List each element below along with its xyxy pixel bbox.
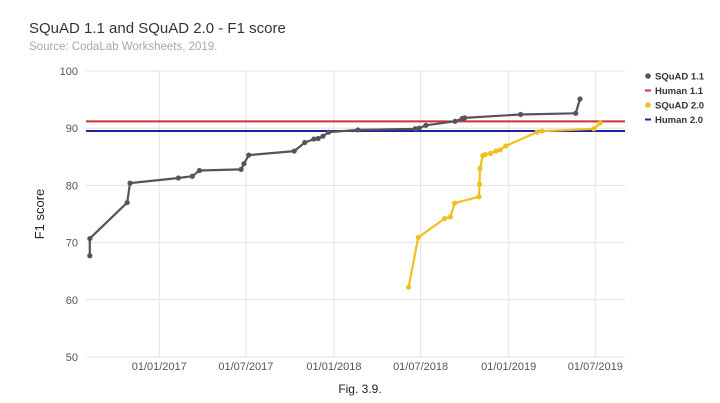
data-point-squad-1-1 <box>423 122 429 128</box>
data-point-squad-2-0 <box>415 234 421 241</box>
data-point-squad-1-1 <box>238 166 244 172</box>
x-tick-label: 01/07/2019 <box>568 361 623 373</box>
series-line-squad-1-1 <box>88 98 582 256</box>
legend-label-human-2-0: Human 2.0 <box>655 115 703 126</box>
data-point-squad-1-1 <box>87 235 93 242</box>
data-point-squad-1-1 <box>189 173 195 179</box>
data-point-squad-1-1 <box>355 127 361 133</box>
data-point-squad-2-0 <box>477 165 483 171</box>
data-point-squad-1-1 <box>127 180 133 186</box>
y-tick-label: 80 <box>66 180 78 192</box>
data-point-squad-1-1 <box>412 126 418 132</box>
data-point-squad-1-1 <box>196 167 203 174</box>
data-point-squad-1-1 <box>416 125 422 131</box>
y-tick-label: 70 <box>66 238 78 250</box>
legend-swatch-squad-1-1 <box>645 73 651 79</box>
x-tick-label: 01/07/2018 <box>393 361 448 373</box>
legend-swatch-squad-2-0 <box>645 102 651 108</box>
data-point-squad-1-1 <box>291 148 297 154</box>
figure-caption: Fig. 3.9. <box>338 382 382 396</box>
grid <box>86 70 625 358</box>
data-point-squad-2-0 <box>487 150 494 156</box>
data-point-squad-2-0 <box>451 200 458 206</box>
data-point-squad-1-1 <box>246 152 252 158</box>
data-point-squad-2-0 <box>441 215 448 222</box>
chart-subtitle: Source: CodaLab Worksheets, 2019. <box>29 41 218 53</box>
data-point-squad-1-1 <box>175 175 181 181</box>
x-tick-label: 01/01/2018 <box>306 361 361 373</box>
legend-label-squad-1-1: SQuAD 1.1 <box>655 72 705 83</box>
legend: SQuAD 1.1 Human 1.1 SQuAD 2.0 Human 2.0 <box>645 72 705 126</box>
y-axis-label: F1 score <box>32 189 47 240</box>
data-point-squad-2-0 <box>503 143 509 149</box>
data-point-squad-1-1 <box>518 111 524 118</box>
legend-label-squad-2-0: SQuAD 2.0 <box>655 101 704 112</box>
y-tick-label: 90 <box>66 123 78 135</box>
x-tick-label: 01/01/2017 <box>132 361 187 373</box>
x-tick-label: 01/07/2017 <box>218 361 273 373</box>
data-point-squad-1-1 <box>462 115 468 121</box>
data-point-squad-2-0 <box>406 284 412 290</box>
data-point-squad-2-0 <box>476 194 482 200</box>
data-point-squad-2-0 <box>597 120 603 126</box>
data-point-squad-2-0 <box>497 147 503 153</box>
y-tick-label: 100 <box>60 66 78 78</box>
data-point-squad-2-0 <box>476 181 483 187</box>
x-tick-label: 01/01/2019 <box>481 361 536 373</box>
axis-labels: 50 60 70 80 90 100 01/01/2017 01/07/2017 01/01/2… <box>32 66 623 373</box>
data-point-squad-1-1 <box>573 110 579 116</box>
data-point-squad-2-0 <box>447 214 453 220</box>
y-tick-label: 60 <box>66 295 78 307</box>
data-point-squad-1-1 <box>241 161 247 167</box>
data-point-squad-1-1 <box>311 136 317 142</box>
legend-label-human-1-1: Human 1.1 <box>655 86 704 97</box>
chart-title: SQuAD 1.1 and SQuAD 2.0 - F1 score <box>29 20 286 37</box>
data-point-squad-1-1 <box>320 133 326 139</box>
series-lines <box>86 96 625 290</box>
data-point-squad-2-0 <box>482 151 488 158</box>
data-point-squad-1-1 <box>577 96 583 102</box>
data-point-squad-2-0 <box>493 148 499 154</box>
data-point-squad-2-0 <box>534 129 540 135</box>
data-point-squad-1-1 <box>87 253 93 259</box>
data-point-squad-1-1 <box>452 118 458 124</box>
data-point-squad-2-0 <box>539 128 545 134</box>
data-point-squad-1-1 <box>326 129 332 135</box>
data-point-squad-1-1 <box>302 139 308 146</box>
data-point-squad-1-1 <box>124 199 130 206</box>
data-point-squad-2-0 <box>591 126 597 132</box>
data-point-squad-1-1 <box>315 135 321 142</box>
y-tick-label: 50 <box>66 352 78 364</box>
